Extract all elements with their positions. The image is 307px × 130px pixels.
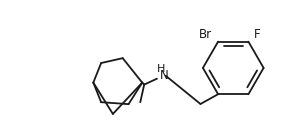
Text: Br: Br (199, 28, 212, 41)
Text: F: F (254, 28, 261, 41)
Text: N: N (159, 69, 168, 82)
Text: H: H (157, 64, 165, 74)
